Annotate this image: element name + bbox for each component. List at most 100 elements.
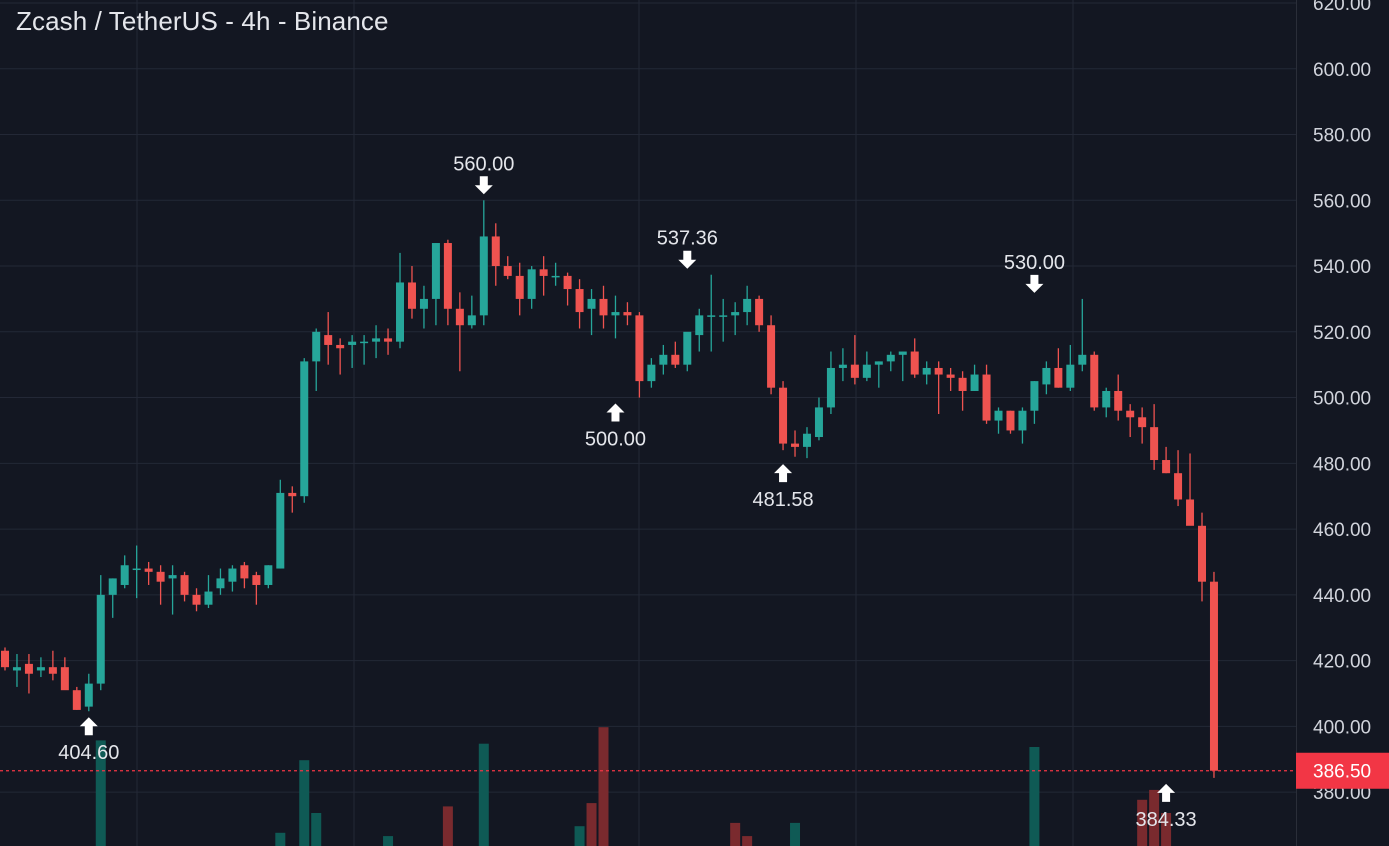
candle-body [1162,460,1171,474]
annotation-label: 530.00 [1004,252,1065,274]
volume-bar [574,826,585,846]
candle-body [755,298,764,326]
candle-body [539,269,548,276]
candle-body [120,565,129,585]
candle-body [802,433,811,447]
candle-body [419,298,428,309]
candle-body [958,377,967,391]
candle-body [970,374,979,391]
candle-body [503,266,512,276]
candle-body [647,364,656,382]
candle-body [551,275,560,278]
annotation-arrow-down [678,250,697,269]
candle-body [216,578,225,589]
candle-body [407,282,416,309]
price-axis-label: 440.00 [1313,586,1371,607]
price-axis-label: 580.00 [1313,126,1371,147]
candle-body [12,667,21,671]
candle-body [575,289,584,313]
candle-body [60,667,69,691]
candle-body [204,591,213,605]
candle-body [1114,390,1123,411]
candle-body [48,667,57,674]
candle-body [707,315,716,317]
candle-body [1209,581,1218,771]
candle-body [623,312,632,316]
annotation-label: 404.60 [58,742,119,764]
candle-body [312,331,321,362]
volume-bar [790,822,801,846]
volume-bar [1029,747,1040,846]
candle-body [1090,354,1099,408]
candle-body [611,312,620,316]
volume-bar [478,743,489,846]
price-axis-label: 560.00 [1313,191,1371,212]
volume-bar [742,836,753,846]
candle-body [288,492,297,497]
candle-body [946,374,955,378]
candle-body [635,315,644,382]
annotation-label: 481.58 [752,489,813,511]
candle-body [1042,367,1051,385]
candle-body [300,361,309,497]
candle-body [1126,410,1135,418]
candle-body [1054,367,1063,388]
candle-body [84,683,93,707]
candle-body [886,354,895,362]
price-axis-label: 540.00 [1313,257,1371,278]
volume-bar [275,832,286,846]
candle-body [1186,499,1195,526]
candle-body [144,568,153,572]
annotation-label: 560.00 [453,153,514,175]
candle-body [874,361,883,365]
candle-body [563,275,572,290]
price-axis-label: 500.00 [1313,389,1371,410]
price-axis-label: 460.00 [1313,520,1371,541]
candle-body [156,571,165,582]
candle-body [276,492,285,569]
candle-body [384,338,393,342]
candle-body [671,354,680,365]
candle-body [1066,364,1075,388]
candle-body [695,315,704,336]
candle-body [168,575,177,579]
candle-body [862,364,871,378]
annotation-label: 500.00 [585,429,646,451]
annotation-arrow-up [1157,783,1176,802]
candle-body [683,331,692,365]
candle-body [336,344,345,349]
candle-body [324,335,333,345]
candle-body [1018,410,1027,431]
volume-bar [1149,789,1160,846]
candle-body [910,351,919,375]
candle-body [1198,525,1206,582]
volume-bar [299,760,310,846]
candle-body [348,341,357,345]
candle-body [132,568,141,571]
candle-body [743,298,752,313]
volume-bar [1137,799,1148,846]
annotation-label: 384.33 [1136,809,1197,831]
candle-body [1006,410,1015,431]
candle-body [24,663,33,674]
candle-body [934,367,943,375]
volume-bar [383,836,394,846]
candle-body [192,594,201,605]
volume-bar [442,806,453,846]
candle-body [779,387,788,444]
candle-body [659,354,668,365]
candle-body [515,275,524,299]
candle-body [587,298,596,309]
price-axis-label: 400.00 [1313,717,1371,738]
volume-bar [95,740,106,846]
volume-bar [311,813,322,846]
candle-body [1138,417,1147,428]
candle-body [826,367,835,408]
candle-body [719,315,728,317]
candle-body [814,407,823,438]
price-axis-label: 420.00 [1313,652,1371,673]
candle-body [994,410,1003,421]
candle-body [1030,381,1039,411]
